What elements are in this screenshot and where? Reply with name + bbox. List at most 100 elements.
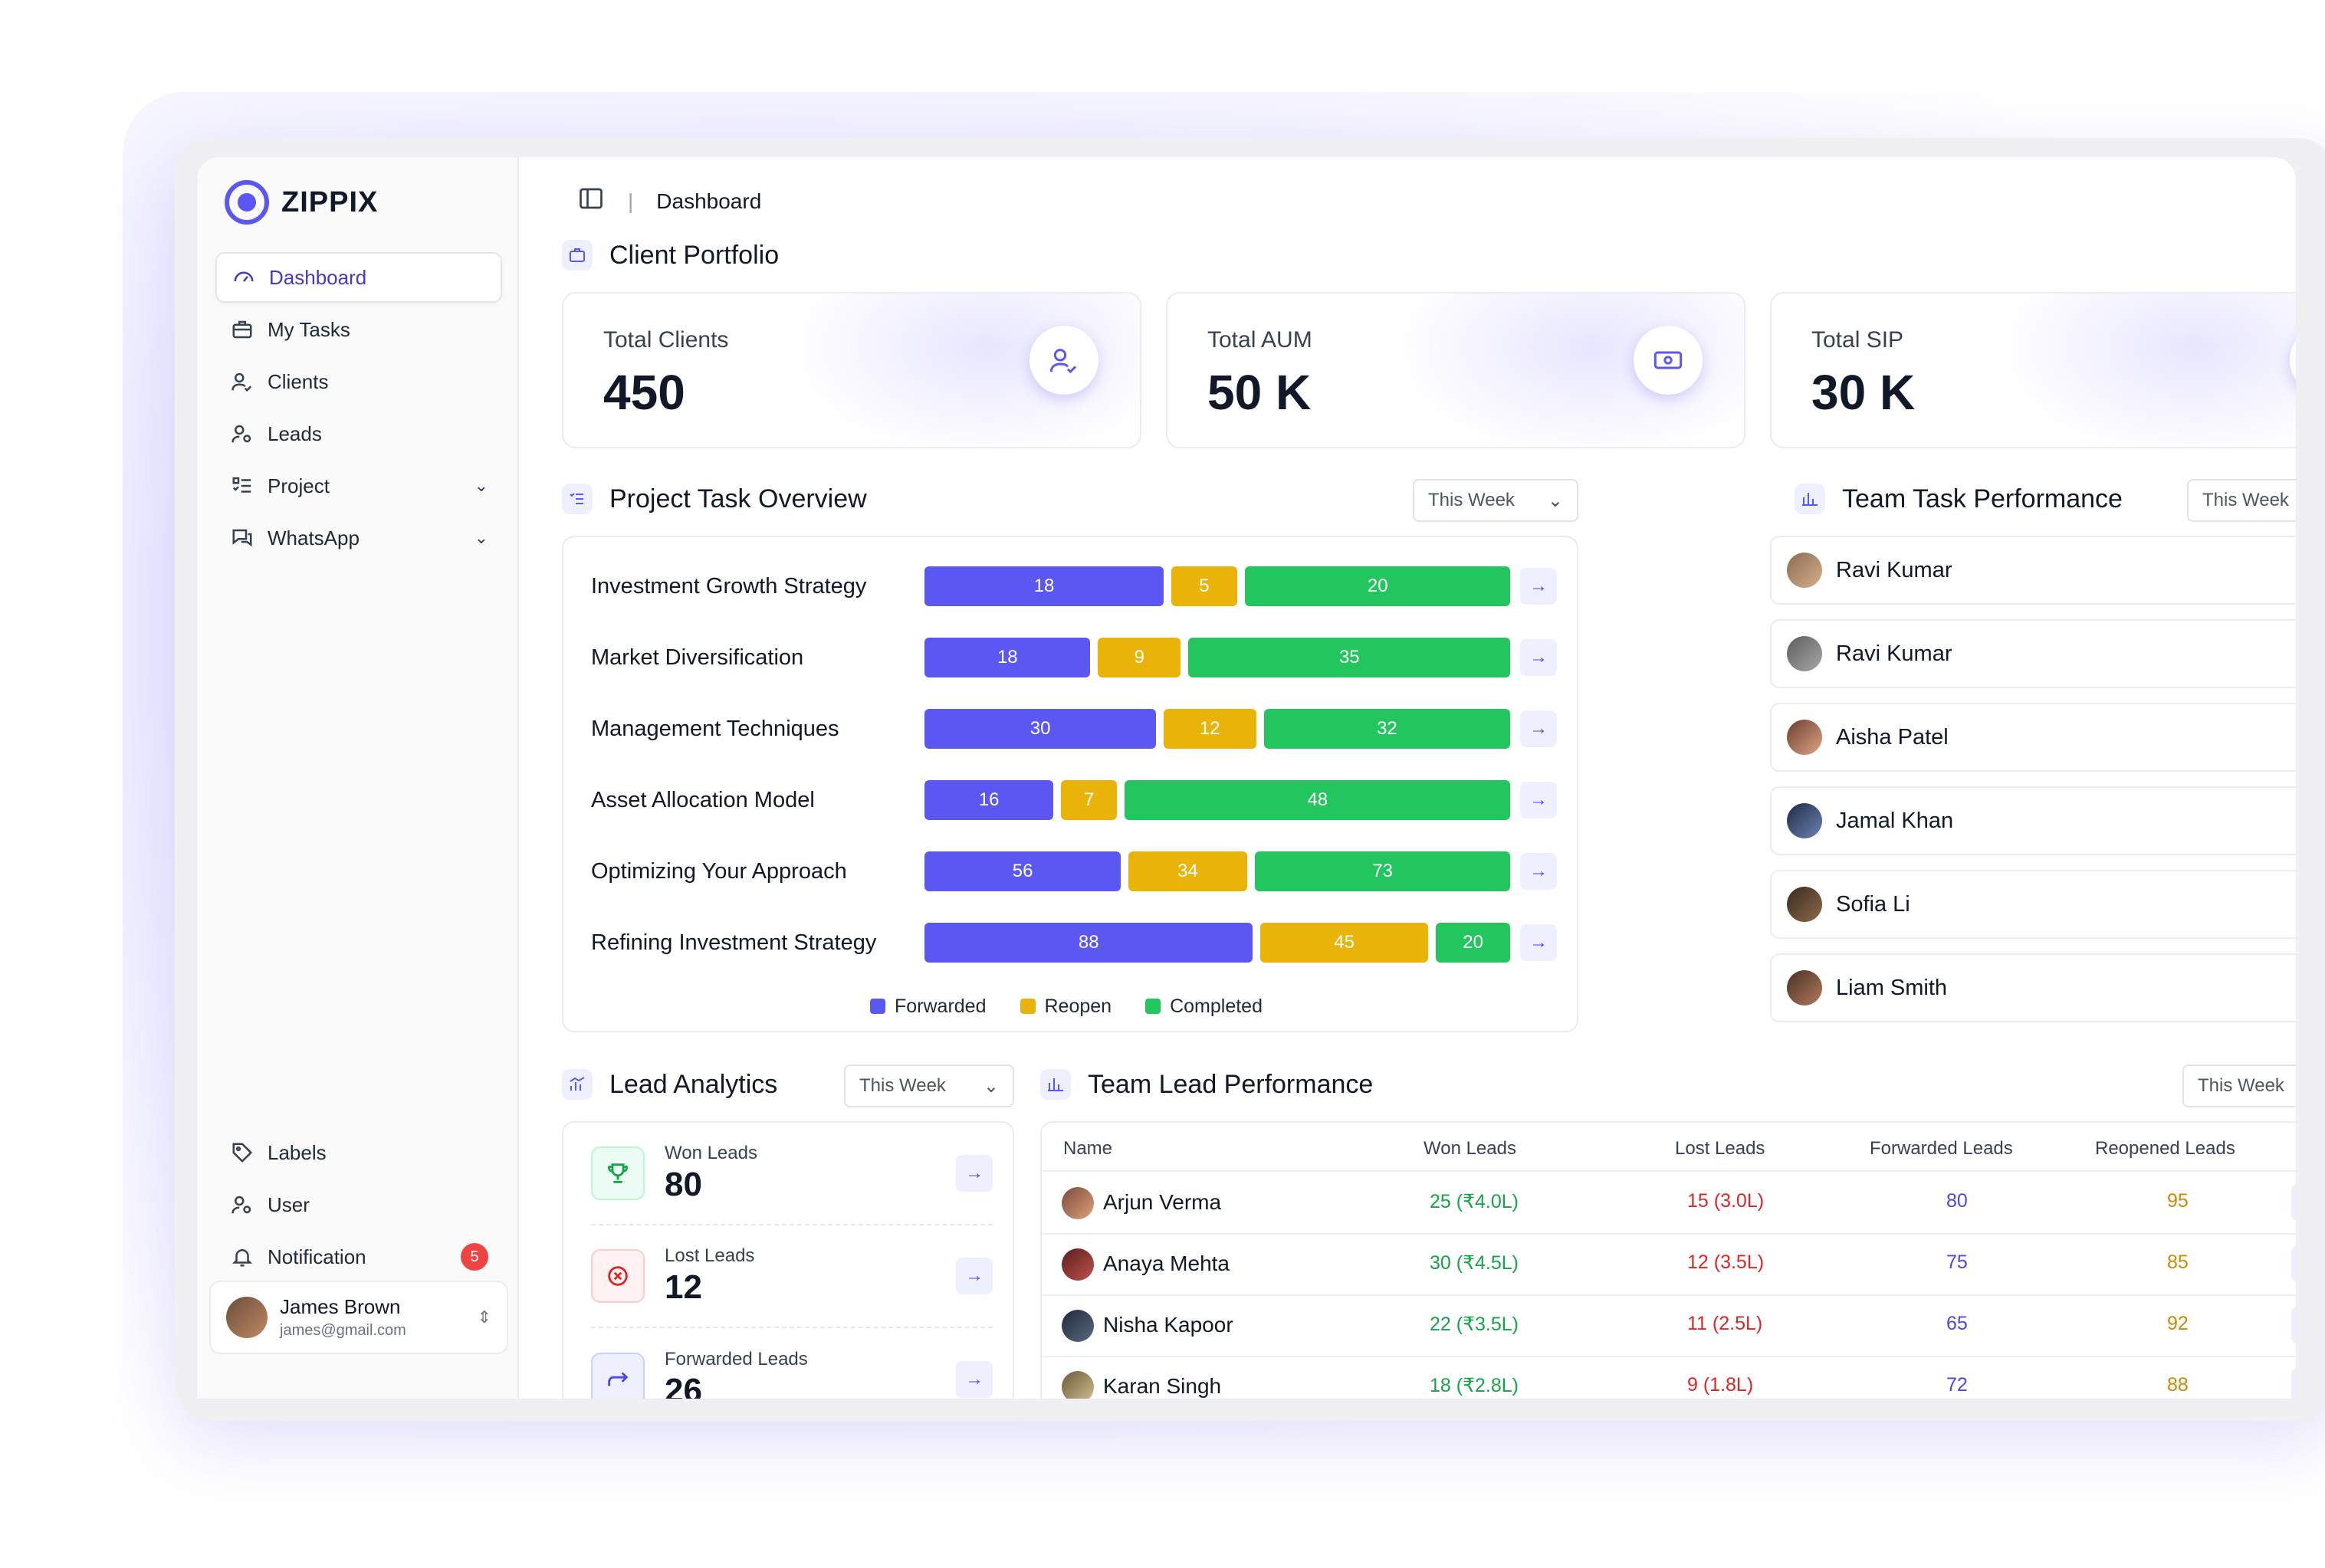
filter-value: This Week <box>2202 490 2289 510</box>
stat-value: 30 K <box>1811 365 1916 420</box>
filter-value: This Week <box>1428 490 1515 510</box>
lead-label: Won Leads <box>665 1143 757 1163</box>
member-stats: ↪352736 <box>2296 802 2297 840</box>
checklist-icon <box>562 484 593 514</box>
piggy-bank-icon[interactable] <box>2290 326 2296 395</box>
project-task-filter[interactable]: This Week ⌄ <box>1413 479 1578 522</box>
lead-label: Lost Leads <box>665 1245 755 1266</box>
money-icon[interactable] <box>1634 326 1703 395</box>
team-member-row[interactable]: Liam Smith ↪314433 <box>1770 953 2297 1022</box>
bar-completed: 73 <box>1255 851 1511 891</box>
topbar: | Dashboard <box>577 185 761 218</box>
sidebar-item-whatsapp[interactable]: WhatsApp ⌄ <box>215 513 502 563</box>
lead-value: 26 <box>665 1372 702 1399</box>
sidebar-item-user[interactable]: User <box>215 1179 502 1230</box>
task-bars: 30 12 32 <box>924 709 1511 749</box>
arrow-right-icon[interactable]: → <box>1520 782 1557 818</box>
stat-label: Total SIP <box>1811 327 1904 353</box>
won-leads-cell: 18 (₹2.8L) <box>1430 1375 1519 1396</box>
sidebar-item-label: My Tasks <box>268 317 350 341</box>
lead-member-name: Nisha Kapoor <box>1103 1313 1233 1337</box>
arrow-right-icon[interactable]: → <box>1520 710 1557 747</box>
user-gear-icon <box>229 421 255 447</box>
sidebar-item-dashboard[interactable]: Dashboard <box>215 252 502 303</box>
sidebar-item-notification[interactable]: Notification 5 <box>215 1232 502 1282</box>
won-leads-cell: 25 (₹4.0L) <box>1430 1191 1519 1212</box>
reopened-leads-cell: 85 <box>2167 1251 2189 1273</box>
project-task-chart: Investment Growth Strategy 18 5 20 → Market D… <box>562 536 1578 1032</box>
user-profile-card[interactable]: James Brown james@gmail.com ⇕ <box>209 1281 508 1354</box>
team-task-filter[interactable]: This Week <box>2187 479 2296 522</box>
team-member-row[interactable]: Aisha Patel ↪233245 <box>1770 703 2296 772</box>
legend-reopen: Reopen <box>1020 996 1112 1018</box>
arrow-right-icon[interactable]: → <box>956 1258 993 1294</box>
sidebar-item-labels[interactable]: Labels <box>215 1127 502 1178</box>
arrow-right-icon[interactable]: → <box>1520 568 1557 605</box>
arrow-right-icon[interactable]: → <box>2291 1368 2296 1399</box>
notification-badge: 5 <box>461 1243 488 1271</box>
table-row[interactable]: Nisha Kapoor 22 (₹3.5L) 11 (2.5L) 65 92 → <box>1042 1296 2296 1357</box>
forwarded-leads-cell: 72 <box>1946 1374 1968 1396</box>
tag-icon <box>229 1140 255 1166</box>
team-member-row[interactable]: Jamal Khan ↪352736 <box>1770 786 2297 855</box>
lead-analytics-filter[interactable]: This Week ⌄ <box>844 1064 1014 1107</box>
stat-value: 450 <box>603 365 685 420</box>
avatar <box>1787 970 1822 1005</box>
arrow-right-icon[interactable]: → <box>1520 639 1557 676</box>
bar-completed: 35 <box>1188 638 1511 677</box>
table-row[interactable]: Anaya Mehta 30 (₹4.5L) 12 (3.5L) 75 85 → <box>1042 1235 2296 1296</box>
team-lead-filter[interactable]: This Week <box>2182 1064 2296 1107</box>
arrow-right-icon[interactable]: → <box>1520 853 1557 890</box>
user-check-icon[interactable] <box>1030 326 1098 395</box>
forwarded-leads-cell: 75 <box>1946 1251 1968 1273</box>
won-leads-cell: 30 (₹4.5L) <box>1430 1252 1519 1274</box>
list-icon <box>229 473 255 499</box>
section-title: Lead Analytics <box>609 1069 778 1099</box>
arrow-right-icon[interactable]: → <box>956 1155 993 1192</box>
section-title: Team Task Performance <box>1842 484 2123 513</box>
chevron-down-icon: ⌄ <box>983 1075 999 1097</box>
task-bars: 18 9 35 <box>924 638 1511 677</box>
task-name: Asset Allocation Model <box>591 787 815 812</box>
column-header: Forwarded Leads <box>1870 1138 2013 1159</box>
member-name: Ravi Kumar <box>1836 557 1952 582</box>
avatar <box>1062 1371 1094 1399</box>
task-row: Market Diversification 18 9 35 → <box>591 638 1557 677</box>
member-name: Aisha Patel <box>1836 724 1949 750</box>
chevron-up-down-icon[interactable]: ⇕ <box>477 1307 491 1327</box>
lost-leads-cell: 9 (1.8L) <box>1687 1374 1754 1396</box>
sidebar-item-clients[interactable]: Clients <box>215 356 502 407</box>
arrow-right-icon[interactable]: → <box>1520 924 1557 961</box>
team-member-row[interactable]: Ravi Kumar ↪174828 <box>1770 619 2297 688</box>
sidebar-item-project[interactable]: Project ⌄ <box>215 461 502 511</box>
lead-value: 12 <box>665 1268 702 1306</box>
member-stats: ↪174828 <box>2296 635 2297 673</box>
member-stats: ↪314433 <box>2296 969 2297 1007</box>
arrow-right-icon[interactable]: → <box>2291 1245 2296 1282</box>
table-header: Name Won Leads Lost Leads Forwarded Lead… <box>1042 1123 2296 1172</box>
bar-forwarded: 18 <box>924 566 1164 606</box>
lead-value: 80 <box>665 1166 702 1203</box>
member-name: Ravi Kumar <box>1836 641 1952 666</box>
sidebar-item-leads[interactable]: Leads <box>215 408 502 459</box>
task-bars: 18 5 20 <box>924 566 1511 606</box>
sidebar-item-my-tasks[interactable]: My Tasks <box>215 304 502 355</box>
chart-icon <box>1795 484 1825 514</box>
chevron-down-icon[interactable]: ⌄ <box>474 528 488 547</box>
task-row: Optimizing Your Approach 56 34 73 → <box>591 851 1557 891</box>
client-portfolio-title: Client Portfolio <box>562 240 779 271</box>
task-bars: 88 45 20 <box>924 923 1511 963</box>
team-member-row[interactable]: Sofia Li ↪295022 <box>1770 870 2296 939</box>
table-row[interactable]: Arjun Verma 25 (₹4.0L) 15 (3.0L) 80 95 → <box>1042 1173 2296 1235</box>
sidebar-toggle-icon[interactable] <box>577 185 605 218</box>
team-member-row[interactable]: Ravi Kumar ↪174828 <box>1770 536 2296 605</box>
chevron-down-icon[interactable]: ⌄ <box>474 476 488 495</box>
arrow-right-icon[interactable]: → <box>2291 1307 2296 1343</box>
bar-forwarded: 18 <box>924 638 1091 677</box>
stat-label: Total Clients <box>603 327 729 353</box>
arrow-right-icon[interactable]: → <box>956 1361 993 1398</box>
arrow-right-icon[interactable]: → <box>2291 1184 2296 1221</box>
sidebar-item-label: Project <box>268 474 330 497</box>
lead-analytics-title: Lead Analytics <box>562 1069 777 1100</box>
table-row[interactable]: Karan Singh 18 (₹2.8L) 9 (1.8L) 72 88 → <box>1042 1357 2296 1399</box>
